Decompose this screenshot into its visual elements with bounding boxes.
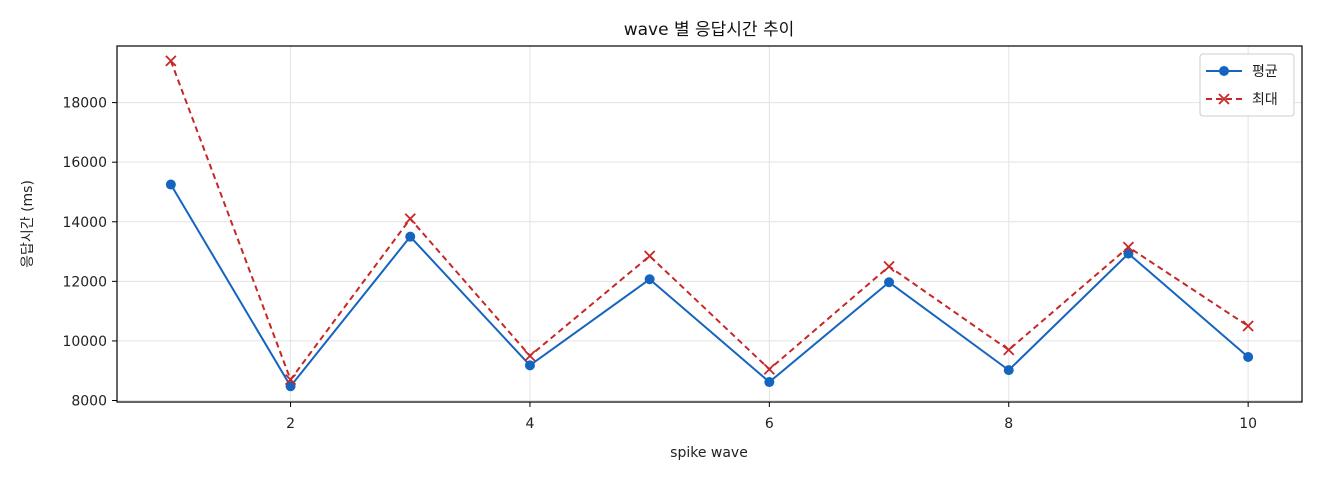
x-axis: 2 4 6 8 10 (286, 402, 1257, 432)
data-point (1003, 365, 1014, 376)
legend-item: 최대 (1206, 92, 1278, 108)
legend-label: 최대 (1252, 92, 1278, 108)
x-axis-label: spike wave (670, 445, 748, 461)
series-layer (165, 55, 1254, 392)
data-point (763, 363, 775, 375)
x-tick-label: 2 (286, 416, 295, 432)
y-tick-label: 16000 (62, 155, 107, 171)
series-avg (165, 179, 1254, 392)
data-point (644, 250, 656, 262)
data-point (1242, 320, 1254, 332)
chart-title: wave 별 응답시간 추이 (624, 20, 795, 40)
data-point (405, 231, 416, 242)
x-tick-label: 6 (765, 416, 774, 432)
data-point (884, 277, 895, 288)
data-point (1003, 344, 1015, 356)
y-tick-label: 18000 (62, 96, 107, 112)
data-point (285, 381, 296, 392)
y-axis-label: 응답시간 (ms) (20, 180, 36, 268)
data-point (1122, 241, 1135, 253)
series-line (169, 60, 1249, 382)
data-point (883, 260, 895, 273)
series-max (165, 55, 1254, 386)
series-line (170, 184, 1249, 388)
plot-area (116, 45, 1303, 403)
legend-marker (1218, 93, 1230, 105)
data-point (165, 55, 177, 67)
legend-label: 평균 (1252, 64, 1278, 80)
data-point (1123, 248, 1134, 259)
y-axis: 8000 10000 12000 14000 16000 18000 (62, 96, 117, 410)
grid (117, 46, 1302, 402)
data-point (1243, 352, 1254, 363)
data-point (284, 374, 297, 386)
legend-box (1199, 53, 1295, 117)
data-point (524, 350, 536, 362)
data-point (165, 179, 176, 190)
y-tick-label: 10000 (62, 334, 107, 350)
legend-item: 평균 (1206, 64, 1278, 80)
y-tick-label: 14000 (62, 215, 107, 231)
y-tick-label: 12000 (62, 274, 107, 290)
x-tick-label: 4 (525, 416, 534, 432)
data-point (524, 360, 535, 371)
legend-marker (1219, 66, 1229, 76)
data-point (644, 274, 655, 285)
data-point (404, 213, 416, 225)
data-point (764, 377, 775, 388)
x-tick-label: 10 (1239, 416, 1257, 432)
x-tick-label: 8 (1004, 416, 1013, 432)
y-tick-label: 8000 (71, 394, 107, 410)
